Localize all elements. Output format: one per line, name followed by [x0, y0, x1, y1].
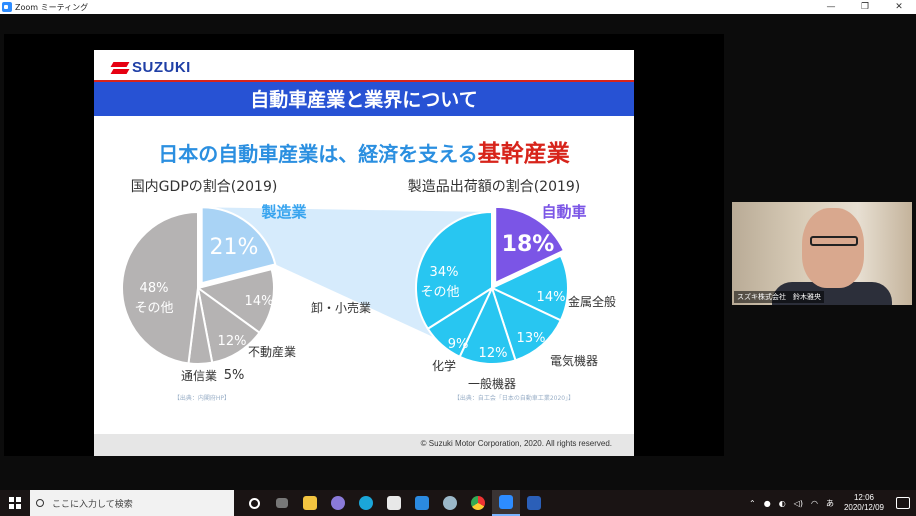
gdp-value-other: 48%	[140, 281, 169, 296]
pie-slice-6	[415, 210, 493, 331]
pie-slice-1	[200, 206, 277, 285]
ship-value-auto: 18%	[502, 232, 555, 257]
pie-slice-2	[489, 254, 569, 322]
mail-icon[interactable]	[408, 490, 436, 516]
zoom-taskbar-icon[interactable]	[492, 490, 520, 516]
chrome-icon[interactable]	[464, 490, 492, 516]
ship-label-other: その他	[420, 285, 459, 300]
shipment-pie-chart	[415, 205, 569, 365]
taskbar-search[interactable]: ここに入力して検索	[30, 490, 234, 516]
participant-name: スズキ株式会社 鈴木雅央	[734, 291, 824, 303]
shipment-highlight-label: 自動車	[541, 203, 586, 221]
title-bar: Zoom ミーティング — ❐ ✕	[0, 0, 916, 14]
store-icon[interactable]	[380, 490, 408, 516]
task-view-icon[interactable]	[268, 490, 296, 516]
gdp-highlight-label: 製造業	[260, 203, 307, 221]
gdp-label-realestate: 不動産業	[248, 344, 296, 359]
ship-value-general: 12%	[479, 346, 508, 361]
chart-labels: 国内GDPの割合(2019) 製造品出荷額の割合(2019) 【出典：内閣府HP】 【…	[131, 178, 616, 402]
zoom-icon	[2, 2, 12, 12]
slide-footer: © Suzuki Motor Corporation, 2020. All ri…	[94, 434, 634, 456]
taskbar: ここに入力して検索 ⌃ ● ◐ ◁) ◠ あ 12:06 2020/12/09	[0, 490, 916, 516]
slide-headline: 日本の自動車産業は、経済を支える基幹産業	[94, 134, 634, 168]
start-button[interactable]	[0, 490, 30, 516]
ship-label-chemical: 化学	[432, 358, 456, 373]
ship-label-electric: 電気機器	[550, 353, 598, 368]
restore-button[interactable]: ❐	[860, 2, 870, 12]
headline-emphasis: 基幹産業	[477, 141, 570, 167]
search-placeholder: ここに入力して検索	[52, 499, 133, 510]
clock-time: 12:06	[853, 493, 874, 502]
ship-value-chemical: 9%	[448, 337, 469, 352]
slide-title-bar: 自動車産業と業界について	[94, 80, 634, 116]
file-explorer-icon[interactable]	[296, 490, 324, 516]
presentation-slide: SUZUKI 自動車産業と業界について 日本の自動車産業は、経済を支える基幹産業…	[94, 50, 634, 456]
ship-label-general: 一般機器	[468, 376, 516, 391]
shipment-chart-source: 【出典：自工会「日本の自動車工業2020」】	[454, 394, 574, 402]
headline-text: 日本の自動車産業は、経済を支える	[158, 142, 478, 166]
participant-video[interactable]: スズキ株式会社 鈴木雅央	[732, 202, 912, 305]
logo-text: SUZUKI	[132, 59, 191, 76]
gdp-value-manufacturing: 21%	[210, 235, 259, 260]
gdp-chart-title: 国内GDPの割合(2019)	[131, 178, 278, 195]
pie-slice-2	[195, 267, 275, 335]
ship-value-electric: 13%	[517, 331, 546, 346]
clock-date: 2020/12/09	[843, 503, 884, 512]
system-tray: ⌃ ● ◐ ◁) ◠ あ 12:06 2020/12/09	[745, 493, 916, 513]
slide-title: 自動車産業と業界について	[250, 88, 478, 111]
edge-icon[interactable]	[352, 490, 380, 516]
ship-value-metal: 14%	[537, 290, 566, 305]
clock[interactable]: 12:06 2020/12/09	[844, 493, 884, 513]
gdp-chart-source: 【出典：内閣府HP】	[174, 394, 230, 402]
participant-face	[802, 208, 864, 288]
wifi-icon[interactable]: ◠	[810, 498, 818, 508]
gdp-pie-chart	[121, 206, 277, 365]
gdp-label-other: その他	[134, 301, 173, 316]
shipment-chart-title: 製造品出荷額の割合(2019)	[408, 178, 581, 195]
close-button[interactable]: ✕	[895, 2, 903, 12]
cortana-icon[interactable]	[240, 490, 268, 516]
search-icon	[36, 499, 44, 507]
suzuki-logo: SUZUKI	[112, 59, 191, 76]
volume-icon[interactable]: ◁)	[793, 498, 803, 508]
gdp-value-realestate: 12%	[218, 334, 247, 349]
app-icon[interactable]	[436, 490, 464, 516]
gdp-value-telecom: 5%	[224, 368, 245, 383]
ime-indicator[interactable]: あ	[825, 498, 834, 508]
paint-icon[interactable]	[324, 490, 352, 516]
chart-connector	[201, 207, 493, 364]
gdp-label-telecom: 通信業	[181, 369, 217, 383]
word-icon[interactable]	[520, 490, 548, 516]
network-icon[interactable]: ◐	[778, 498, 786, 508]
gdp-label-retail: 卸・小売業	[311, 300, 371, 315]
ship-value-other: 34%	[430, 265, 459, 280]
notification-icon[interactable]	[896, 497, 910, 509]
minimize-button[interactable]: —	[826, 2, 836, 12]
chevron-up-icon[interactable]: ⌃	[749, 498, 756, 508]
mic-icon[interactable]: ●	[763, 498, 771, 508]
windows-icon	[9, 497, 21, 509]
glasses	[810, 236, 858, 246]
ship-label-metal: 金属全般	[568, 294, 616, 309]
pie-slice-3	[490, 286, 563, 362]
pie-charts: 国内GDPの割合(2019) 製造品出荷額の割合(2019) 【出典：内閣府HP】 【…	[121, 178, 616, 402]
pie-slice-1	[494, 205, 566, 285]
window-title: Zoom ミーティング	[15, 2, 89, 12]
gdp-value-retail: 14%	[245, 294, 274, 309]
pie-slice-5	[121, 210, 199, 365]
